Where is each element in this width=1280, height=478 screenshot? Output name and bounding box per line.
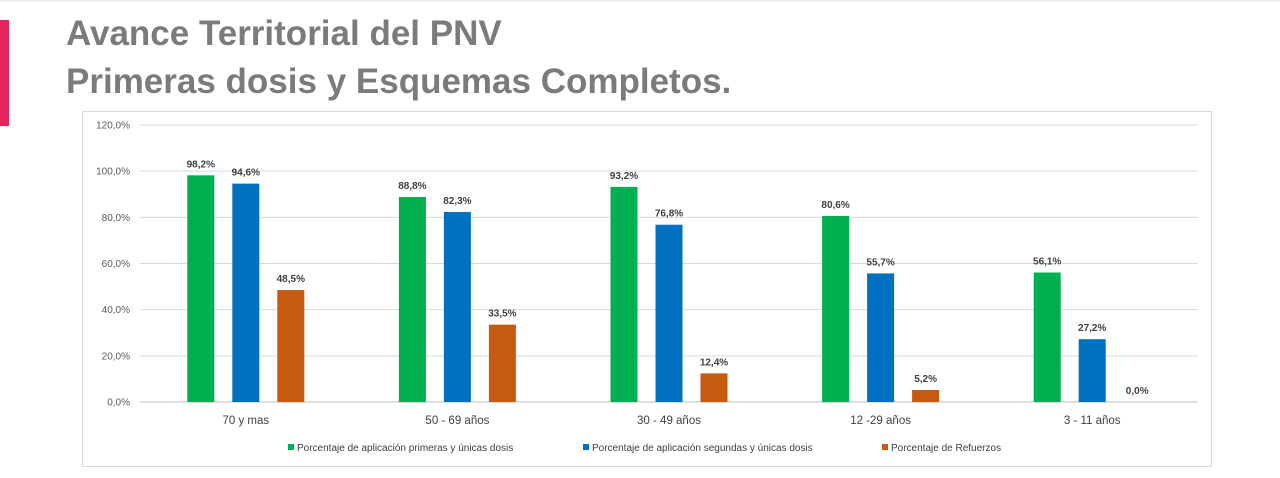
x-category-label: 50 - 69 años bbox=[425, 415, 489, 427]
y-tick-label: 60,0% bbox=[102, 259, 130, 270]
slide-accent-bar bbox=[0, 20, 9, 126]
bar bbox=[912, 389, 940, 402]
x-category-label: 3 - 11 años bbox=[1064, 415, 1121, 427]
data-label: 82,3% bbox=[443, 196, 471, 207]
y-tick-label: 100,0% bbox=[96, 167, 130, 178]
bar bbox=[867, 273, 895, 402]
y-tick-label: 20,0% bbox=[102, 351, 130, 362]
y-tick-label: 80,0% bbox=[102, 213, 130, 224]
bar bbox=[443, 212, 471, 402]
bar bbox=[488, 324, 516, 402]
x-category-label: 12 -29 años bbox=[850, 415, 911, 427]
slide-subtitle: Primeras dosis y Esquemas Completos. bbox=[66, 62, 732, 101]
y-tick-label: 0,0% bbox=[107, 398, 130, 409]
data-label: 98,2% bbox=[187, 159, 215, 170]
data-label: 5,2% bbox=[914, 374, 937, 385]
data-label: 80,6% bbox=[821, 200, 849, 211]
legend-swatch bbox=[882, 444, 888, 450]
data-label: 48,5% bbox=[277, 274, 305, 285]
legend-swatch bbox=[583, 444, 589, 450]
bar bbox=[232, 183, 260, 402]
data-label: 76,8% bbox=[655, 209, 683, 220]
bar bbox=[655, 224, 683, 402]
legend-swatch bbox=[288, 444, 294, 450]
y-tick-label: 120,0% bbox=[96, 121, 130, 132]
data-label: 27,2% bbox=[1078, 323, 1106, 334]
x-category-label: 30 - 49 años bbox=[637, 415, 701, 427]
data-label: 88,8% bbox=[398, 181, 426, 192]
data-label: 94,6% bbox=[232, 168, 260, 179]
chart-bars bbox=[187, 175, 1106, 402]
data-label: 56,1% bbox=[1033, 257, 1061, 268]
bar bbox=[277, 290, 305, 402]
data-label: 0,0% bbox=[1126, 386, 1149, 397]
chart-data-labels: 98,2% 94,6% 48,5% 88,8% 82,3% 33,5% 93,2% 76,8%… bbox=[187, 159, 1149, 397]
bar bbox=[610, 186, 638, 402]
bar bbox=[187, 175, 215, 402]
y-axis-ticks: 0,0% 20,0% 40,0% 60,0% 80,0% 100,0% 120,0% bbox=[96, 121, 130, 409]
chart-frame bbox=[82, 111, 1212, 467]
bar bbox=[398, 197, 426, 402]
bar bbox=[700, 373, 728, 402]
data-label: 93,2% bbox=[610, 171, 638, 182]
bar bbox=[822, 215, 850, 402]
y-tick-label: 40,0% bbox=[102, 305, 130, 316]
top-divider bbox=[0, 0, 1280, 2]
bar bbox=[1033, 272, 1061, 402]
slide-title: Avance Territorial del PNV bbox=[66, 14, 502, 53]
x-category-label: 70 y mas bbox=[222, 415, 269, 427]
data-label: 12,4% bbox=[700, 357, 728, 368]
legend-label: Porcentaje de aplicación primeras y únic… bbox=[297, 443, 513, 454]
legend-label: Porcentaje de aplicación segundas y únic… bbox=[592, 443, 813, 454]
data-label: 33,5% bbox=[488, 309, 516, 320]
bar bbox=[1078, 339, 1106, 402]
legend-label: Porcentaje de Refuerzos bbox=[891, 443, 1001, 454]
x-axis-categories: 70 y mas 50 - 69 años 30 - 49 años 12 -29 a… bbox=[222, 415, 1120, 427]
chart-legend: Porcentaje de aplicación primeras y únic… bbox=[288, 443, 1001, 454]
data-label: 55,7% bbox=[866, 257, 894, 268]
